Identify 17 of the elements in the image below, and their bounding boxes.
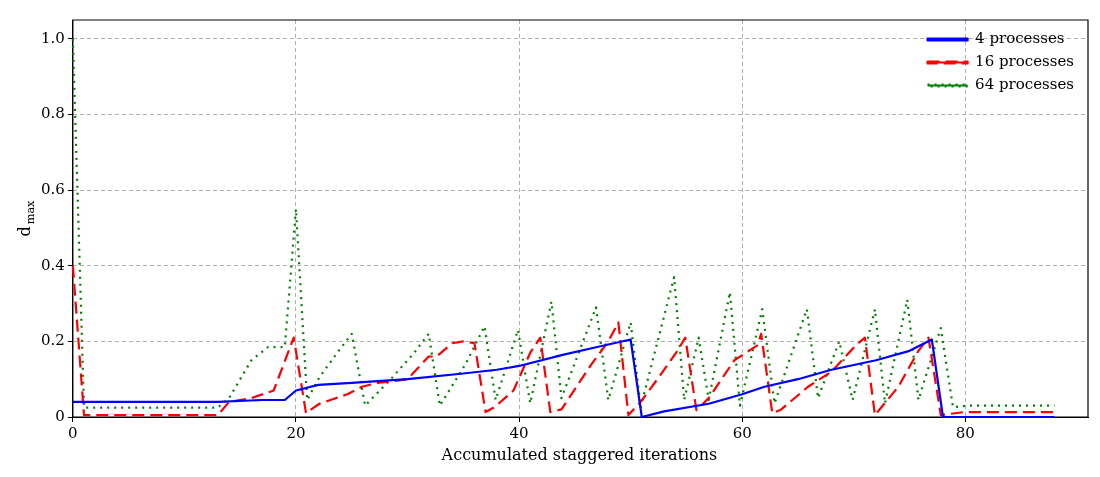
y-tick-label: 0.4 xyxy=(41,255,65,274)
y-tick-label: 0.6 xyxy=(41,180,65,199)
line-series xyxy=(71,264,1056,417)
x-tick-label: 60 xyxy=(732,423,752,442)
x-tick-label: 80 xyxy=(955,423,975,442)
x-tick-label: 0 xyxy=(68,423,78,442)
y-tick-label: 0.2 xyxy=(41,331,65,350)
legend-label: 64 processes xyxy=(975,75,1074,94)
y-axis-title: dmax xyxy=(15,199,37,237)
y-tick-label: 1.0 xyxy=(41,28,65,47)
x-tick-label: 40 xyxy=(509,423,529,442)
y-tick-label: 0 xyxy=(55,406,65,425)
x-axis-title: Accumulated staggered iterations xyxy=(440,445,718,465)
legend-label: 16 processes xyxy=(975,52,1074,71)
x-tick-label: 20 xyxy=(286,423,306,442)
legend-label: 4 processes xyxy=(975,29,1065,48)
y-tick-label: 0.8 xyxy=(41,104,65,123)
